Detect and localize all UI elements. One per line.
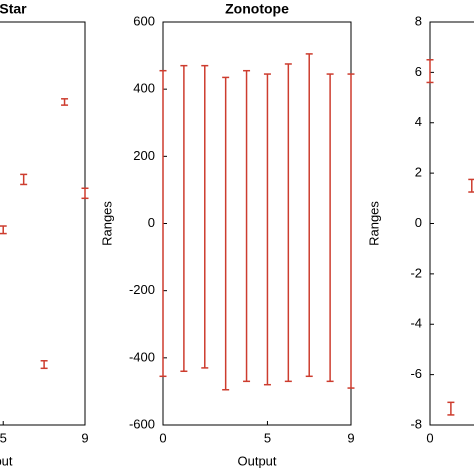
y-axis-label: Ranges [99, 201, 114, 246]
chart-title: Star [0, 1, 27, 17]
y-tick-label: -400 [129, 349, 155, 364]
plot-area [429, 21, 474, 426]
x-tick-label: 0 [426, 430, 433, 445]
x-tick-label: 5 [264, 430, 271, 445]
y-tick-label: 200 [133, 148, 155, 163]
x-tick-label: 9 [347, 430, 354, 445]
y-tick-label: 8 [415, 13, 422, 28]
y-axis-label: Ranges [366, 201, 381, 246]
plot-area [162, 21, 352, 426]
x-tick-label: 5 [0, 430, 7, 445]
plot-area [0, 21, 86, 426]
y-tick-label: 600 [133, 13, 155, 28]
y-tick-label: 2 [415, 165, 422, 180]
y-tick-label: 0 [148, 215, 155, 230]
y-tick-label: -600 [129, 416, 155, 431]
x-tick-label: 0 [159, 430, 166, 445]
y-tick-label: 4 [415, 114, 422, 129]
y-tick-label: -6 [410, 366, 422, 381]
y-tick-label: 6 [415, 64, 422, 79]
y-tick-label: -200 [129, 282, 155, 297]
y-tick-label: -2 [410, 265, 422, 280]
x-axis-label: Output [0, 453, 13, 468]
y-tick-label: 400 [133, 81, 155, 96]
x-axis-label: Output [237, 453, 276, 468]
x-tick-label: 9 [81, 430, 88, 445]
y-tick-label: -4 [410, 316, 422, 331]
chart-title: Zonotope [225, 1, 289, 17]
y-tick-label: -8 [410, 416, 422, 431]
y-tick-label: 0 [415, 215, 422, 230]
